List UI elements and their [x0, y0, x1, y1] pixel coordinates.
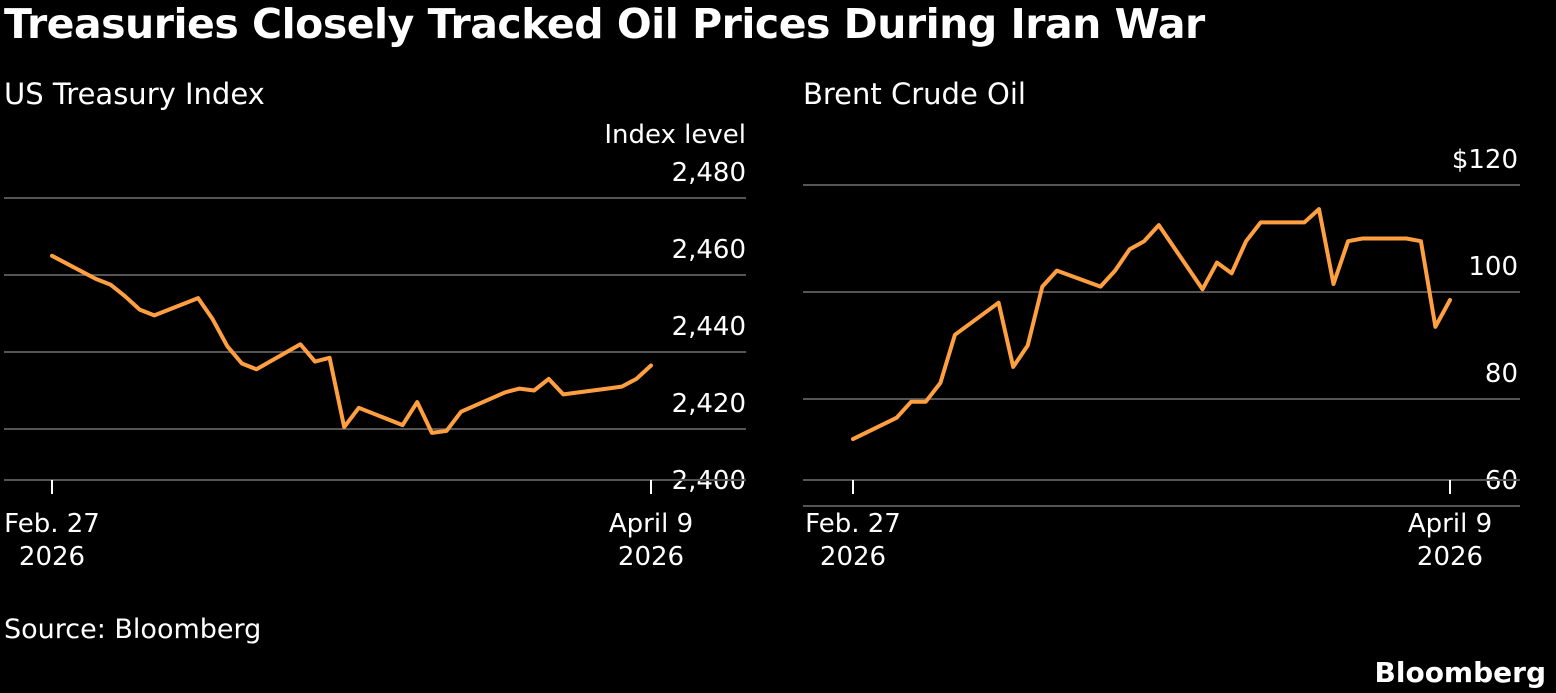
y-tick-label: 2,420 — [672, 389, 746, 419]
x-tick-year-label: 2026 — [618, 542, 684, 572]
chart-title: US Treasury Index — [4, 77, 265, 111]
x-tick-label: April 9 — [609, 509, 693, 539]
series-line — [851, 207, 1452, 442]
x-tick-label: Feb. 27 — [4, 509, 100, 539]
y-tick-label: 100 — [1468, 252, 1518, 282]
y-tick-label: $120 — [1452, 145, 1518, 175]
headline: Treasuries Closely Tracked Oil Prices Du… — [4, 0, 1205, 48]
source-note: Source: Bloomberg — [4, 614, 262, 645]
x-tick-year-label: 2026 — [820, 542, 886, 572]
y-axis-unit-label: Index level — [604, 120, 746, 150]
series-line — [50, 253, 653, 435]
chart-title: Brent Crude Oil — [803, 77, 1026, 111]
y-tick-label: 2,440 — [672, 312, 746, 342]
treasury-chart: US Treasury Index2,4002,4202,4402,4602,4… — [4, 77, 746, 572]
y-tick-label: 80 — [1485, 359, 1518, 389]
x-tick-year-label: 2026 — [19, 542, 85, 572]
y-tick-label: 2,460 — [672, 235, 746, 265]
y-tick-label: 2,480 — [672, 158, 746, 188]
bloomberg-logo: Bloomberg — [1374, 656, 1546, 689]
x-tick-year-label: 2026 — [1417, 542, 1483, 572]
x-tick-label: April 9 — [1408, 509, 1492, 539]
x-tick-label: Feb. 27 — [805, 509, 901, 539]
